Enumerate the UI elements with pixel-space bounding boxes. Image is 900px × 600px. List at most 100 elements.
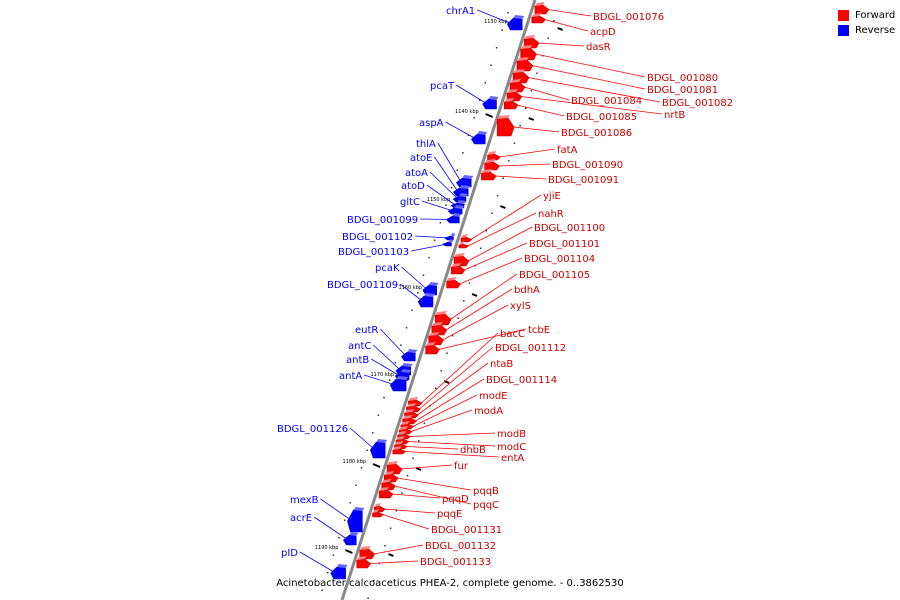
reverse-gene-label[interactable]: eutR: [355, 325, 378, 336]
forward-gene-label[interactable]: BDGL_001105: [519, 270, 590, 281]
reverse-gene-labels: chrA1 pcaT aspA thlA atoE atoA atoD gltC BDGL_00…: [277, 6, 475, 559]
reverse-gene-label[interactable]: BDGL_001109: [327, 280, 398, 291]
forward-feature-top: [431, 322, 443, 326]
forward-gene-label[interactable]: pqqC: [473, 500, 499, 511]
reverse-gene-label[interactable]: aspA: [419, 118, 444, 129]
forward-feature-top: [513, 69, 526, 73]
reverse-leader-line: [426, 184, 457, 206]
forward-gene-label[interactable]: BDGL_001080: [647, 73, 718, 84]
forward-leader-line: [394, 485, 472, 505]
forward-gene-label[interactable]: fatA: [557, 145, 578, 156]
reverse-gene-label[interactable]: BDGL_001103: [338, 247, 409, 258]
reverse-gene-label[interactable]: pcaT: [430, 81, 455, 92]
forward-gene-label[interactable]: nrtB: [664, 110, 685, 121]
reverse-gene-label[interactable]: atoD: [401, 181, 425, 192]
forward-gene-label[interactable]: BDGL_001101: [529, 239, 600, 250]
forward-gene-label[interactable]: modA: [474, 406, 503, 417]
forward-leader-line: [415, 378, 485, 422]
tick-mark: [372, 463, 381, 468]
reverse-feature-top: [477, 131, 488, 135]
forward-gene-label[interactable]: BDGL_001081: [647, 85, 718, 96]
scale-dot: [456, 169, 458, 171]
forward-gene-label[interactable]: BDGL_001082: [662, 98, 733, 109]
forward-gene-label[interactable]: BDGL_001112: [495, 343, 566, 354]
forward-feature-top: [404, 409, 415, 413]
forward-gene-label[interactable]: modB: [497, 429, 526, 440]
reverse-feature-top: [456, 200, 466, 204]
reverse-gene-label[interactable]: pcaK: [375, 263, 400, 274]
forward-gene-label[interactable]: bacC: [500, 329, 525, 340]
forward-gene-label[interactable]: BDGL_001091: [548, 175, 619, 186]
reverse-gene-label[interactable]: acrE: [290, 513, 312, 524]
forward-feature: [503, 100, 519, 110]
reverse-leader-lines: [299, 9, 513, 574]
forward-leader-line: [449, 273, 518, 320]
forward-gene-label[interactable]: fur: [454, 461, 469, 472]
forward-gene-label[interactable]: BDGL_001076: [593, 12, 664, 23]
forward-leader-line: [404, 451, 500, 458]
forward-gene-label[interactable]: pqqE: [437, 509, 462, 520]
reverse-gene-label[interactable]: antC: [348, 341, 371, 352]
forward-gene-label[interactable]: ntaB: [490, 359, 513, 370]
scale-dot: [422, 274, 425, 276]
reverse-feature-top: [353, 507, 365, 511]
reverse-gene-label[interactable]: chrA1: [446, 6, 475, 17]
forward-gene-label[interactable]: nahR: [538, 209, 564, 220]
forward-gene-label[interactable]: entA: [501, 453, 524, 464]
forward-gene-label[interactable]: xylS: [510, 301, 531, 312]
reverse-feature: [369, 441, 386, 459]
reverse-gene-label[interactable]: BDGL_001126: [277, 424, 348, 435]
forward-gene-label[interactable]: BDGL_001084: [571, 96, 642, 107]
reverse-gene-label[interactable]: BDGL_001102: [342, 232, 413, 243]
reverse-gene-label[interactable]: gltC: [400, 197, 420, 208]
forward-gene-label[interactable]: BDGL_001086: [561, 128, 632, 139]
forward-gene-label[interactable]: BDGL_001132: [425, 541, 496, 552]
forward-gene-label[interactable]: BDGL_001114: [486, 375, 557, 386]
scale-dot: [451, 335, 454, 337]
scale-dot: [524, 107, 527, 109]
forward-gene-label[interactable]: BDGL_001085: [566, 112, 637, 123]
scale-dot: [479, 247, 482, 249]
forward-gene-label[interactable]: modE: [479, 391, 508, 402]
forward-gene-label[interactable]: BDGL_001133: [420, 557, 491, 568]
forward-gene-label[interactable]: pqqB: [473, 486, 499, 497]
reverse-gene-label[interactable]: atoA: [405, 168, 428, 179]
forward-gene-labels: BDGL_001076acpDdasRBDGL_001080BDGL_00108…: [420, 12, 733, 568]
forward-gene-label[interactable]: yjiE: [543, 191, 561, 202]
reverse-gene-label[interactable]: pID: [281, 548, 298, 559]
forward-gene-label[interactable]: modC: [497, 442, 526, 453]
reverse-leader-line: [371, 358, 401, 377]
scale-dot: [377, 414, 380, 416]
forward-gene-label[interactable]: BDGL_001090: [552, 160, 623, 171]
forward-gene-label[interactable]: pqqD: [442, 494, 469, 505]
reverse-feature: [443, 235, 454, 241]
reverse-leader-line: [364, 374, 396, 386]
tick-dash: [528, 117, 535, 121]
reverse-feature-top: [459, 185, 471, 189]
forward-gene-label[interactable]: dasR: [586, 42, 611, 53]
forward-feature-top: [379, 487, 390, 491]
reverse-gene-label[interactable]: thlA: [416, 139, 436, 150]
legend-forward: Forward: [838, 8, 895, 23]
reverse-gene-label[interactable]: mexB: [290, 495, 319, 506]
forward-leader-line: [463, 242, 528, 271]
forward-feature-top: [395, 436, 405, 440]
legend-reverse-label: Reverse: [855, 25, 896, 36]
forward-feature-top: [397, 431, 407, 435]
forward-gene-label[interactable]: tcbE: [528, 325, 550, 336]
forward-feature-top: [534, 2, 545, 6]
reverse-gene-label[interactable]: antB: [346, 355, 369, 366]
reverse-gene-label[interactable]: atoE: [410, 153, 433, 164]
forward-feature-top: [425, 342, 436, 346]
forward-gene-label[interactable]: BDGL_001104: [524, 254, 595, 265]
reverse-leader-line: [415, 235, 450, 239]
forward-gene-label[interactable]: acpD: [590, 27, 616, 38]
reverse-feature-top: [428, 282, 439, 286]
forward-gene-label[interactable]: BDGL_001131: [431, 525, 502, 536]
forward-gene-label[interactable]: BDGL_001100: [534, 223, 605, 234]
forward-gene-label[interactable]: dhbB: [460, 445, 486, 456]
forward-gene-label[interactable]: bdhA: [514, 285, 540, 296]
forward-feature-top: [506, 89, 518, 93]
reverse-gene-label[interactable]: BDGL_001099: [347, 215, 418, 226]
reverse-gene-label[interactable]: antA: [339, 371, 362, 382]
